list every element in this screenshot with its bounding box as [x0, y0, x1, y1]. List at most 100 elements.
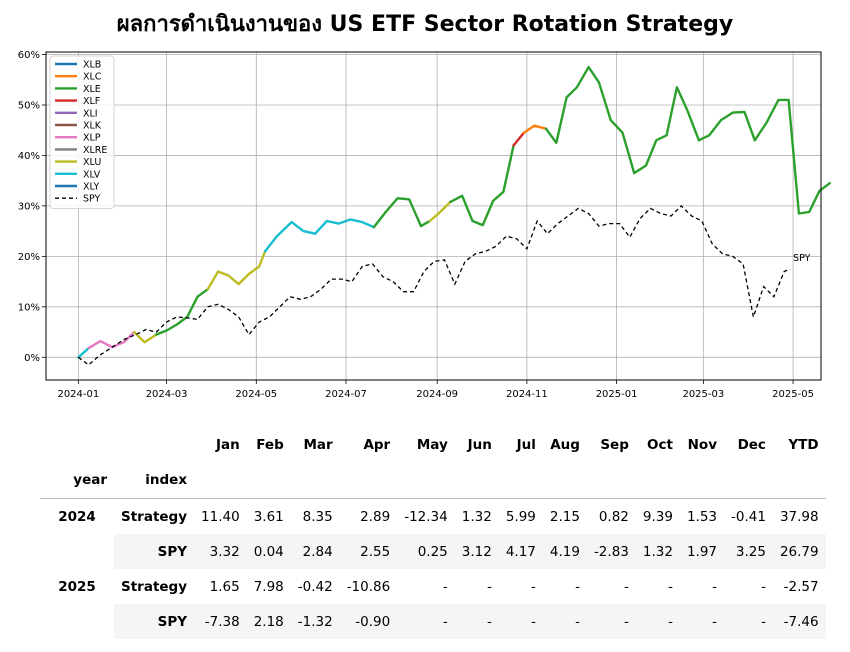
y-tick-label: 20%: [18, 252, 40, 263]
return-cell: 2.18: [246, 604, 291, 639]
month-header: Oct: [647, 437, 673, 453]
return-cell: -: [635, 604, 680, 639]
strategy-and-spy-series: [77, 65, 831, 366]
month-header: Jun: [467, 437, 492, 453]
table-header-index: year index: [40, 462, 826, 499]
return-cell: -: [712, 578, 717, 595]
return-cell: -: [624, 578, 629, 595]
return-cell: -: [724, 604, 773, 639]
table-row: SPY -7.38 2.18 -1.32 -0.90- - - - - - - - -7.46: [40, 604, 826, 639]
return-cell: 1.32: [635, 534, 680, 569]
month-header: Apr: [363, 437, 391, 453]
legend-label-xlu: XLU: [83, 157, 101, 168]
return-cell: 1.32: [461, 508, 492, 525]
return-cell: -2.57: [783, 578, 819, 595]
legend-label-xli: XLI: [83, 108, 98, 119]
grid-lines: [46, 52, 821, 380]
month-header-spacer: [724, 462, 773, 499]
plot-frame: [45, 51, 822, 381]
month-header-spacer: [498, 462, 543, 499]
legend-label-xle: XLE: [83, 84, 101, 95]
strategy-segment-xlu: [206, 250, 267, 291]
strategy-segment-xlf: [512, 131, 526, 147]
y-tick-label: 50%: [18, 100, 40, 111]
y-tick-label: 60%: [18, 50, 40, 61]
return-cell: -7.46: [772, 604, 826, 639]
month-header-spacer: [397, 462, 455, 499]
month-header: Mar: [303, 437, 333, 453]
month-header: Aug: [550, 437, 580, 453]
strategy-segment-xlp: [87, 330, 136, 350]
chart-title: ผลการดำเนินงานของ US ETF Sector Rotation…: [116, 12, 734, 37]
month-header: May: [416, 437, 448, 453]
return-cell: 9.39: [642, 508, 673, 525]
month-header-spacer: [194, 462, 247, 499]
return-cell: -: [679, 604, 724, 639]
strategy-segment-xlv: [263, 218, 376, 253]
month-header-spacer: [339, 462, 398, 499]
return-cell: 3.32: [194, 534, 247, 569]
month-header-spacer: [635, 462, 680, 499]
return-cell: 3.12: [454, 534, 499, 569]
return-cell: -: [586, 604, 636, 639]
x-tick-label: 2025-03: [682, 389, 724, 400]
legend-label-xlv: XLV: [83, 169, 101, 180]
x-tick-label: 2025-05: [772, 389, 814, 400]
table-row: 2024 Strategy 11.40 3.61 8.35 2.89 -12.34 1.32 5…: [40, 499, 826, 535]
return-cell: 4.17: [498, 534, 543, 569]
y-tick-label: 30%: [18, 201, 40, 212]
performance-line-chart: 2024-01 2024-03 2024-05 2024-07 2024-09 2024-…: [18, 50, 831, 400]
year-cell: 2024: [58, 508, 96, 525]
strategy-segment-xlv: [77, 347, 90, 359]
legend-box: [49, 55, 115, 209]
month-header-spacer: [246, 462, 291, 499]
spy-annotation: SPY: [793, 253, 811, 264]
return-cell: 1.53: [686, 508, 717, 525]
month-header: Dec: [737, 437, 766, 453]
return-cell: 2.15: [549, 508, 580, 525]
return-cell: 8.35: [302, 508, 333, 525]
table-row: 2025 Strategy 1.65 7.98 -0.42 -10.86- - - - - - - - -…: [40, 569, 826, 604]
return-cell: -: [454, 604, 499, 639]
return-cell: -: [668, 578, 673, 595]
year-cell: [40, 534, 114, 569]
legend-label-xlb: XLB: [83, 60, 101, 71]
legend-label-xly: XLY: [83, 182, 100, 193]
index-cell: SPY: [114, 604, 195, 639]
legend-label-xlk: XLK: [83, 121, 102, 132]
return-cell: -2.83: [586, 534, 636, 569]
axis-ticks: 2024-01 2024-03 2024-05 2024-07 2024-09 2024-…: [18, 50, 814, 400]
year-cell: 2025: [58, 578, 96, 595]
return-cell: -7.38: [194, 604, 247, 639]
strategy-segment-xle: [155, 287, 210, 336]
return-cell: 3.61: [253, 508, 284, 525]
y-tick-label: 40%: [18, 151, 40, 162]
return-cell: -: [542, 604, 587, 639]
year-header: year: [40, 462, 114, 499]
x-tick-label: 2024-05: [235, 389, 277, 400]
table-header-blank: [40, 428, 114, 462]
table-header-blank: [114, 428, 194, 462]
return-cell: 3.25: [724, 534, 773, 569]
index-cell: Strategy: [121, 508, 188, 525]
month-header-spacer: [679, 462, 724, 499]
y-tick-label: 0%: [24, 353, 40, 364]
return-cell: -10.86: [346, 578, 391, 595]
x-tick-label: 2024-03: [146, 389, 188, 400]
index-cell: SPY: [114, 534, 195, 569]
strategy-segment-xlc: [522, 124, 548, 134]
x-tick-label: 2024-09: [416, 389, 458, 400]
return-cell: -: [442, 578, 448, 595]
monthly-returns-table: Jan Feb Mar Apr May Jun Jul Aug Sep Oct Nov Dec YTD …: [40, 428, 826, 639]
legend-label-xlp: XLP: [83, 133, 101, 144]
return-cell: 4.19: [542, 534, 587, 569]
strategy-segment-xle: [544, 65, 831, 215]
return-cell: 2.55: [339, 534, 398, 569]
x-tick-label: 2024-07: [325, 389, 367, 400]
x-tick-label: 2025-01: [596, 389, 638, 400]
strategy-segment-xlu: [132, 330, 158, 344]
return-cell: 0.82: [598, 508, 629, 525]
return-cell: 7.98: [253, 578, 284, 595]
return-cell: -0.42: [297, 578, 333, 595]
